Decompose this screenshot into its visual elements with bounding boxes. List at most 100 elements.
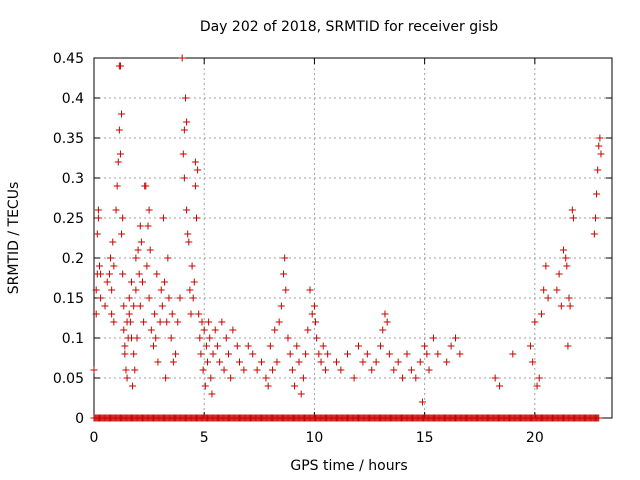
data-point <box>174 318 182 326</box>
data-point <box>123 374 131 382</box>
data-point <box>165 294 173 302</box>
data-point <box>306 286 314 294</box>
data-point <box>90 366 98 374</box>
data-point <box>563 262 571 270</box>
data-point <box>142 182 150 190</box>
data-point <box>201 382 209 390</box>
data-point <box>275 318 283 326</box>
data-point <box>271 326 279 334</box>
data-point <box>129 382 137 390</box>
data-point <box>211 326 219 334</box>
data-point <box>205 318 213 326</box>
data-point <box>233 342 241 350</box>
data-point <box>368 366 376 374</box>
data-point <box>133 334 141 342</box>
data-point <box>593 190 601 198</box>
data-point <box>186 286 194 294</box>
x-tick-label: 20 <box>526 430 544 446</box>
data-point <box>421 342 429 350</box>
data-point <box>194 166 202 174</box>
data-point <box>180 174 188 182</box>
data-point <box>204 358 212 366</box>
data-point <box>394 358 402 366</box>
data-point <box>136 302 144 310</box>
data-point <box>159 214 167 222</box>
data-point <box>390 366 398 374</box>
data-points <box>90 54 605 422</box>
axis-ticks: 0 0.05 0.1 0.15 0.2 0.25 0.3 0.35 0.4 0.45 0 5 10 15 2… <box>53 51 612 446</box>
data-point <box>143 262 151 270</box>
data-point <box>147 326 155 334</box>
data-point <box>310 302 318 310</box>
data-point <box>168 310 176 318</box>
data-point <box>167 334 175 342</box>
data-point <box>399 374 407 382</box>
data-point <box>116 150 124 158</box>
y-tick-label: 0.05 <box>53 371 84 387</box>
data-point <box>262 374 270 382</box>
data-point <box>207 374 215 382</box>
data-point <box>258 358 266 366</box>
data-point <box>92 286 100 294</box>
data-point <box>312 318 320 326</box>
data-point <box>216 358 224 366</box>
data-point <box>383 318 391 326</box>
data-point <box>183 118 191 126</box>
grid <box>94 58 612 418</box>
data-point <box>288 366 296 374</box>
data-point <box>269 366 277 374</box>
data-point <box>198 318 206 326</box>
data-point <box>134 246 142 254</box>
data-point <box>195 310 203 318</box>
y-tick-label: 0.45 <box>53 51 84 67</box>
data-point <box>244 342 252 350</box>
data-point <box>103 278 111 286</box>
data-point <box>107 254 115 262</box>
data-point <box>266 342 274 350</box>
data-point <box>110 262 118 270</box>
data-point <box>108 310 116 318</box>
data-point <box>540 286 548 294</box>
data-point <box>169 358 177 366</box>
data-point <box>178 54 186 62</box>
data-point <box>429 334 437 342</box>
data-point <box>557 302 565 310</box>
data-point <box>332 358 340 366</box>
chart-title: Day 202 of 2018, SRMTID for receiver gis… <box>200 19 498 35</box>
data-point <box>162 374 170 382</box>
data-point <box>152 334 160 342</box>
data-point <box>132 254 140 262</box>
data-point <box>315 350 323 358</box>
data-point <box>197 350 205 358</box>
data-point <box>379 326 387 334</box>
data-point <box>535 374 543 382</box>
data-point <box>119 270 127 278</box>
data-point <box>209 350 217 358</box>
data-point <box>249 350 257 358</box>
data-point <box>189 294 197 302</box>
data-point <box>158 302 166 310</box>
zero-point <box>595 414 603 422</box>
data-point <box>192 214 200 222</box>
data-point <box>135 270 143 278</box>
data-point <box>185 238 193 246</box>
data-point <box>93 230 101 238</box>
data-point <box>377 342 385 350</box>
data-point <box>359 358 367 366</box>
data-point <box>355 342 363 350</box>
data-point <box>293 342 301 350</box>
data-point <box>403 350 411 358</box>
data-point <box>208 390 216 398</box>
data-point <box>130 350 138 358</box>
y-tick-label: 0.35 <box>53 131 84 147</box>
data-point <box>140 318 148 326</box>
data-point <box>94 214 102 222</box>
data-point <box>343 350 351 358</box>
data-point <box>560 246 568 254</box>
data-point <box>118 110 126 118</box>
x-tick-label: 10 <box>306 430 324 446</box>
data-point <box>138 278 146 286</box>
data-point <box>416 358 424 366</box>
data-point <box>206 334 214 342</box>
data-point <box>281 254 289 262</box>
